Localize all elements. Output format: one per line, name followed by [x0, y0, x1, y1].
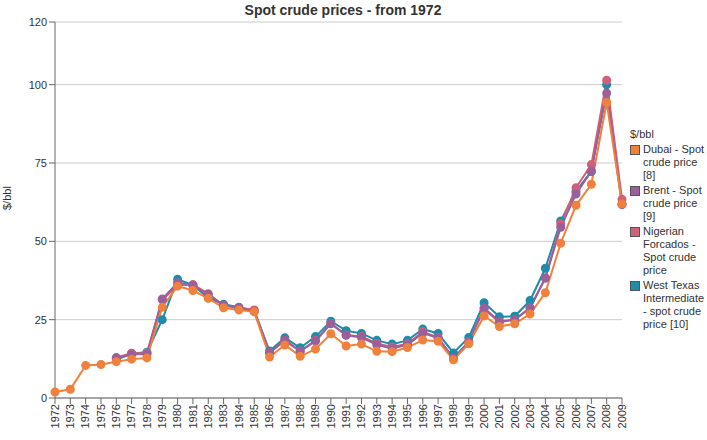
svg-text:1996: 1996 [417, 404, 429, 428]
svg-text:25: 25 [35, 314, 47, 326]
svg-text:$/bbl: $/bbl [8, 186, 13, 210]
svg-text:0: 0 [41, 392, 47, 404]
svg-text:2000: 2000 [478, 404, 490, 428]
svg-text:2007: 2007 [585, 404, 597, 428]
html-text:Dubai - Spot crude price [8]: Dubai - Spot crude price [8] [643, 143, 705, 181]
html-text:West Texas Intermediate - spot: West Texas Intermediate - spot crude pri… [643, 279, 705, 330]
svg-text:1982: 1982 [202, 404, 214, 428]
svg-text:2002: 2002 [509, 404, 521, 428]
svg-text:2008: 2008 [600, 404, 612, 428]
svg-text:1977: 1977 [125, 404, 137, 428]
svg-text:2004: 2004 [539, 404, 551, 428]
svg-text:1986: 1986 [263, 404, 275, 428]
svg-text:2001: 2001 [493, 404, 505, 428]
html-text:Brent - Spot crude price [9]: Brent - Spot crude price [9] [643, 184, 702, 222]
svg-text:1980: 1980 [171, 404, 183, 428]
svg-text:1993: 1993 [371, 404, 383, 428]
svg-text:2009: 2009 [616, 404, 628, 428]
svg-text:1988: 1988 [294, 404, 306, 428]
svg-text:1998: 1998 [447, 404, 459, 428]
html-text:Spot crude prices - from 1972: Spot crude prices - from 1972 [244, 2, 442, 18]
svg-text:1999: 1999 [463, 404, 475, 428]
svg-text:1978: 1978 [141, 404, 153, 428]
svg-text:2005: 2005 [555, 404, 567, 428]
svg-text:1972: 1972 [49, 404, 61, 428]
svg-text:1997: 1997 [432, 404, 444, 428]
svg-text:1975: 1975 [95, 404, 107, 428]
svg-text:1974: 1974 [79, 404, 91, 428]
svg-text:100: 100 [29, 79, 47, 91]
html-text:Nigerian Forcados - Spot crude: Nigerian Forcados - Spot crude price [643, 225, 697, 276]
svg-text:1981: 1981 [187, 404, 199, 428]
svg-text:1985: 1985 [248, 404, 260, 428]
svg-text:1990: 1990 [325, 404, 337, 428]
svg-text:1992: 1992 [355, 404, 367, 428]
svg-text:1984: 1984 [233, 404, 245, 428]
svg-text:1973: 1973 [64, 404, 76, 428]
svg-text:1991: 1991 [340, 404, 352, 428]
svg-text:1994: 1994 [386, 404, 398, 428]
svg-text:120: 120 [29, 16, 47, 28]
svg-text:50: 50 [35, 235, 47, 247]
svg-text:2003: 2003 [524, 404, 536, 428]
svg-text:1995: 1995 [401, 404, 413, 428]
svg-text:1987: 1987 [279, 404, 291, 428]
svg-text:1976: 1976 [110, 404, 122, 428]
svg-text:75: 75 [35, 157, 47, 169]
html-text:$/bbl: $/bbl [630, 128, 654, 140]
svg-text:2006: 2006 [570, 404, 582, 428]
svg-text:1983: 1983 [217, 404, 229, 428]
svg-text:1989: 1989 [309, 404, 321, 428]
svg-text:1979: 1979 [156, 404, 168, 428]
